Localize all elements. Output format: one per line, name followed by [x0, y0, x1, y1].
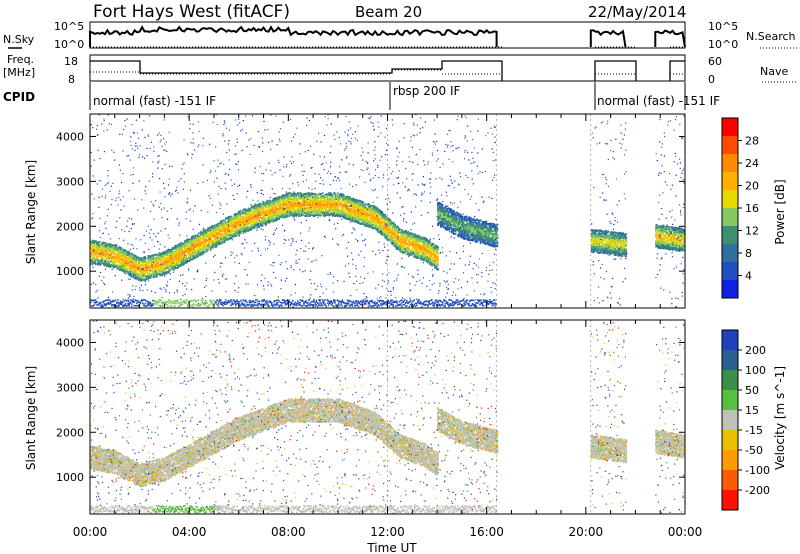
colorbar-swatch — [722, 244, 738, 263]
nsky-label: N.Sky — [3, 33, 35, 46]
colorbar-tick: 15 — [745, 404, 759, 417]
colorbar-swatch — [722, 410, 738, 431]
colorbar-tick: -50 — [745, 444, 763, 457]
colorbar-tick: 16 — [745, 202, 759, 215]
colorbar-tick: 20 — [745, 180, 759, 193]
nave-tick-bottom: 0 — [708, 73, 715, 86]
cpid-label: CPID — [3, 90, 35, 104]
colorbar-tick: 50 — [745, 384, 759, 397]
ytick-label: 1000 — [56, 265, 84, 278]
beam-title: Beam 20 — [355, 3, 422, 21]
colorbar-tick: 24 — [745, 157, 759, 170]
colorbar-swatch — [722, 390, 738, 411]
colorbar-tick: -15 — [745, 424, 763, 437]
colorbar-swatch — [722, 136, 738, 155]
colorbar-swatch — [722, 350, 738, 371]
nsky-tick-top: 10^5 — [54, 20, 84, 33]
freq-panel: Freq. [MHz] 18 8 60 0 Nave — [3, 53, 796, 86]
date-title: 22/May/2014 — [588, 3, 686, 21]
colorbar-swatch — [722, 118, 738, 137]
colorbar-tick: 12 — [745, 225, 759, 238]
colorbar-swatch — [722, 154, 738, 173]
colorbar-tick: -100 — [745, 464, 770, 477]
colorbar-swatch — [722, 190, 738, 209]
nave-tick-top: 60 — [708, 55, 722, 68]
colorbar-swatch — [722, 226, 738, 245]
ytick-label: 3000 — [56, 381, 84, 394]
freq-tick-top: 18 — [64, 55, 78, 68]
colorbar-swatch — [722, 262, 738, 281]
freq-trace — [90, 60, 685, 81]
nsearch-tick-top: 10^5 — [708, 20, 738, 33]
cpid-row: CPID normal (fast) -151 IF rbsp 200 IF n… — [3, 82, 720, 110]
station-title: Fort Hays West (fitACF) — [93, 2, 290, 22]
xtick-label: 12:00 — [370, 525, 405, 539]
ytick-label: 4000 — [56, 336, 84, 349]
nsearch-label: N.Search — [746, 30, 796, 43]
cpid-mode-3: normal (fast) -151 IF — [597, 94, 720, 108]
power-colorbar-label: Power [dB] — [773, 179, 787, 244]
ytick-label: 2000 — [56, 220, 84, 233]
colorbar-swatch — [722, 208, 738, 227]
colorbar-swatch — [722, 280, 738, 299]
xtick-label: 00:00 — [73, 525, 108, 539]
colorbar-swatch — [722, 172, 738, 191]
velocity-panel — [89, 319, 686, 515]
cpid-mode-2: rbsp 200 IF — [393, 84, 460, 98]
colorbar-swatch — [722, 470, 738, 491]
colorbar-tick: 100 — [745, 364, 766, 377]
freq-label-2: [MHz] — [3, 66, 35, 79]
colorbar-tick: 200 — [745, 344, 766, 357]
colorbar-swatch — [722, 330, 738, 351]
nave-label: Nave — [760, 65, 788, 78]
nsky-panel: N.Sky 10^5 10^0 10^5 10^0 N.Search — [3, 20, 797, 51]
nsky-tick-bottom: 10^0 — [54, 38, 84, 51]
ytick-label: 2000 — [56, 426, 84, 439]
colorbar-tick: 8 — [745, 247, 752, 260]
xtick-label: 00:00 — [668, 525, 703, 539]
colorbar-tick: 28 — [745, 135, 759, 148]
ytick-label: 3000 — [56, 175, 84, 188]
ytick-label: 1000 — [56, 471, 84, 484]
nsearch-tick-bottom: 10^0 — [708, 38, 738, 51]
xtick-label: 08:00 — [271, 525, 306, 539]
colorbar-swatch — [722, 370, 738, 391]
velocity-colorbar-label: Velocity [m s^-1] — [773, 366, 787, 470]
cpid-mode-1: normal (fast) -151 IF — [93, 94, 216, 108]
xtick-label: 04:00 — [172, 525, 207, 539]
xtick-label: 16:00 — [469, 525, 504, 539]
colorbar-swatch — [722, 490, 738, 511]
colorbar-tick: -200 — [745, 484, 770, 497]
velocity-colorbar: 200 100 50 15 -15 -50 -100 -200 Velocity [m s^-… — [721, 329, 787, 511]
ylabel-power: Slant Range [km] — [24, 160, 38, 264]
xlabel: Time UT — [366, 541, 417, 554]
nsky-trace — [89, 25, 686, 48]
ylabel-velocity: Slant Range [km] — [24, 366, 38, 470]
colorbar-swatch — [722, 450, 738, 471]
freq-label-1: Freq. — [7, 53, 34, 66]
colorbar-swatch — [722, 430, 738, 451]
xtick-label: 20:00 — [569, 525, 604, 539]
colorbar-tick: 4 — [745, 270, 752, 283]
power-colorbar: 28 24 20 16 12 8 4 Power [dB] — [721, 117, 787, 299]
freq-tick-bottom: 8 — [68, 73, 75, 86]
power-panel — [89, 113, 686, 309]
ytick-label: 4000 — [56, 130, 84, 143]
